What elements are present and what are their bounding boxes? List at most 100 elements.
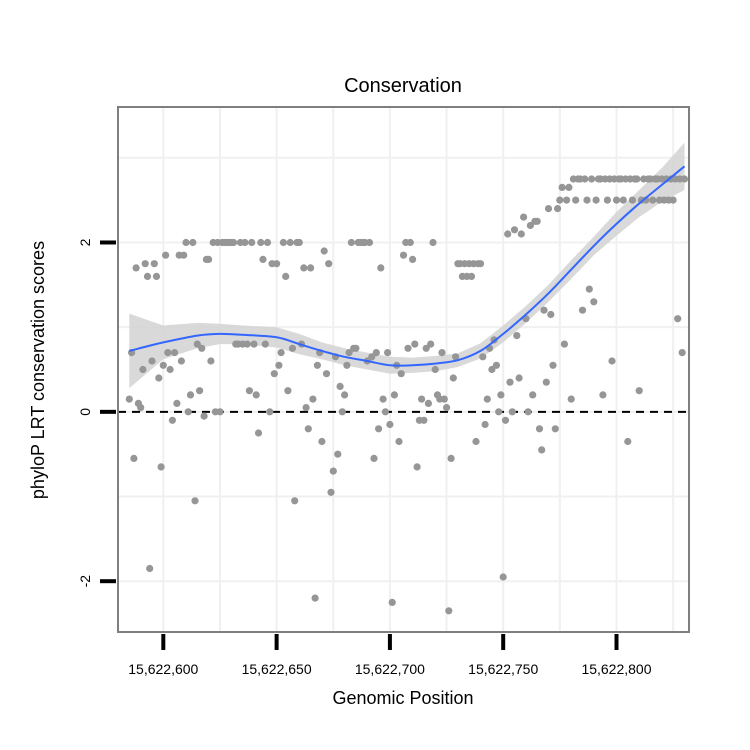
data-point — [164, 349, 172, 357]
data-point — [198, 344, 206, 352]
data-point — [424, 399, 432, 407]
data-point — [336, 382, 344, 390]
x-tick-label: 15,622,700 — [355, 661, 425, 677]
data-point — [635, 387, 643, 395]
data-point — [674, 315, 682, 323]
data-point — [318, 437, 326, 446]
data-point — [166, 365, 174, 374]
data-point — [388, 598, 396, 607]
data-point — [467, 272, 476, 280]
axes-layer: 15,622,600 15,622,650 15,622,700 15,622,750… — [77, 238, 652, 677]
data-point — [248, 238, 256, 247]
data-point — [524, 408, 532, 416]
data-point — [445, 607, 453, 615]
data-point — [295, 238, 303, 247]
data-point — [352, 344, 360, 352]
data-point — [628, 196, 637, 204]
data-point — [384, 349, 392, 357]
data-point — [449, 374, 457, 382]
data-point — [542, 378, 550, 386]
data-point — [411, 340, 419, 348]
data-point — [200, 412, 208, 420]
data-point — [495, 408, 503, 416]
data-point — [583, 196, 591, 204]
data-point — [304, 425, 312, 433]
data-point — [125, 395, 133, 403]
data-point — [429, 238, 437, 247]
data-point — [422, 344, 430, 352]
data-point — [510, 226, 519, 234]
data-point — [581, 175, 589, 183]
y-axis-title: phyloP LRT conservation scores — [28, 241, 48, 499]
data-point — [132, 264, 140, 272]
data-point — [207, 357, 215, 365]
x-axis-title: Genomic Position — [332, 688, 473, 708]
chart-title: Conservation — [344, 75, 462, 97]
data-point — [427, 340, 435, 348]
data-point — [341, 391, 349, 399]
data-point — [173, 399, 181, 407]
data-point — [547, 310, 555, 319]
data-point — [182, 238, 190, 247]
data-point — [372, 349, 380, 357]
data-point — [334, 450, 342, 458]
data-point — [501, 416, 510, 424]
data-point — [499, 573, 507, 581]
data-point — [311, 594, 319, 602]
panel-border — [117, 106, 690, 633]
data-point — [259, 255, 267, 263]
data-point — [526, 221, 535, 230]
data-point — [517, 230, 525, 238]
data-point — [397, 370, 405, 378]
data-point — [347, 238, 355, 247]
data-point — [273, 260, 281, 268]
data-point — [624, 437, 632, 446]
data-point — [270, 370, 278, 378]
data-point — [329, 467, 337, 475]
data-point — [143, 272, 152, 280]
y-tick-label: 0 — [77, 408, 93, 416]
data-point — [540, 306, 548, 314]
data-point — [141, 260, 149, 268]
data-point — [608, 357, 616, 365]
data-point — [549, 361, 557, 369]
data-point — [479, 353, 487, 361]
data-point — [592, 196, 600, 204]
data-point — [680, 175, 689, 183]
data-point — [191, 497, 199, 505]
data-point — [603, 196, 612, 204]
data-point — [254, 429, 263, 437]
data-point — [443, 404, 451, 412]
data-point — [186, 391, 195, 399]
data-point — [472, 437, 480, 446]
data-point — [257, 238, 265, 247]
data-point — [390, 391, 398, 399]
data-point — [302, 404, 310, 412]
data-point — [565, 183, 573, 191]
data-point — [320, 247, 328, 255]
data-point — [243, 340, 251, 348]
data-point — [633, 175, 641, 183]
data-point — [150, 260, 158, 268]
data-point — [544, 205, 553, 213]
data-point — [184, 408, 192, 416]
data-point — [322, 370, 331, 378]
data-point — [137, 404, 145, 412]
data-point — [513, 332, 521, 340]
data-point — [266, 408, 274, 416]
data-point — [492, 361, 500, 369]
data-point — [343, 361, 351, 369]
data-point — [538, 446, 546, 454]
data-point — [420, 416, 428, 424]
data-point — [619, 196, 627, 204]
data-point — [481, 420, 489, 429]
data-point — [155, 374, 163, 382]
data-point — [413, 463, 421, 471]
data-point — [554, 205, 562, 213]
data-point — [649, 196, 657, 204]
data-point — [241, 238, 249, 247]
data-point — [216, 408, 224, 416]
data-point — [365, 238, 374, 247]
data-point — [309, 395, 317, 403]
data-point — [508, 408, 516, 416]
